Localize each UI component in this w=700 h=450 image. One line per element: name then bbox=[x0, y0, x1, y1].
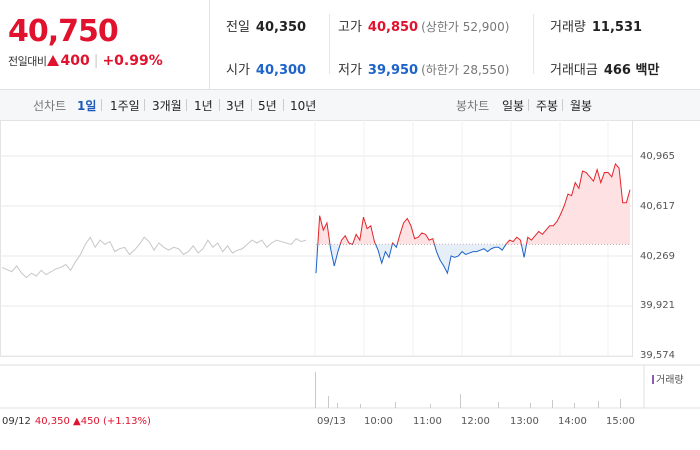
period-3y-tab[interactable]: 3년 bbox=[226, 99, 245, 113]
monthly-candle-tab[interactable]: 월봉 bbox=[570, 99, 593, 113]
y-tick-0: 40,965 bbox=[640, 151, 675, 162]
period-1w-tab[interactable]: 1주일 bbox=[110, 99, 140, 113]
volume-bar bbox=[498, 402, 499, 408]
stats-panel: 전일 40,350 고가 40,850 (상한가 52,900) 거래량 11,531 … bbox=[210, 0, 700, 89]
stat-high: 고가 40,850 (상한가 52,900) bbox=[338, 20, 510, 35]
volume-bar bbox=[530, 403, 531, 408]
period-5y-tab[interactable]: 5년 bbox=[258, 99, 277, 113]
period-1d-tab[interactable]: 1일 bbox=[77, 99, 97, 113]
change-label: 전일대비 bbox=[8, 55, 47, 68]
daily-candle-tab[interactable]: 일봉 bbox=[502, 99, 525, 113]
up-triangle-icon bbox=[47, 55, 60, 66]
down-area bbox=[316, 244, 630, 274]
period-3m-tab[interactable]: 3개월 bbox=[152, 99, 182, 113]
change-amount: 400 bbox=[60, 53, 90, 69]
period-10y-tab[interactable]: 10년 bbox=[290, 99, 317, 113]
volume-color-swatch-icon bbox=[652, 375, 654, 384]
stat-prev-close: 전일 40,350 bbox=[226, 20, 307, 35]
up-area bbox=[317, 163, 630, 245]
x-tick-1000: 10:00 bbox=[364, 416, 393, 427]
stat-volume: 거래량 11,531 bbox=[550, 20, 643, 35]
line-chart-label: 선차트 bbox=[33, 99, 67, 113]
x-tick-1200: 12:00 bbox=[461, 416, 490, 427]
volume-bar bbox=[328, 396, 329, 408]
x-tick-1100: 11:00 bbox=[413, 416, 442, 427]
x-tick-1500: 15:00 bbox=[606, 416, 635, 427]
y-tick-2: 40,269 bbox=[640, 251, 675, 262]
y-tick-1: 40,617 bbox=[640, 201, 675, 212]
stat-turnover: 거래대금 466 백만 bbox=[550, 63, 660, 78]
chart-toolbar: 선차트 1일 1주일 3개월 1년 3년 5년 10년 봉차트 일봉 주봉 월봉 bbox=[0, 89, 700, 121]
y-tick-3: 39,921 bbox=[640, 300, 675, 311]
volume-bar bbox=[552, 400, 553, 408]
current-price: 40,750 bbox=[8, 14, 119, 49]
volume-bar bbox=[395, 402, 396, 408]
period-1y-tab[interactable]: 1년 bbox=[194, 99, 213, 113]
volume-bar bbox=[460, 394, 461, 408]
volume-bar bbox=[315, 372, 316, 408]
prev-day-summary: 09/12 40,350 ▲450 (+1.13%) bbox=[2, 416, 151, 427]
y-tick-4: 39,574 bbox=[640, 350, 675, 361]
stat-low: 저가 39,950 (하한가 28,550) bbox=[338, 63, 510, 78]
x-tick-1300: 13:00 bbox=[510, 416, 539, 427]
today-up-line bbox=[317, 162, 631, 245]
volume-bar bbox=[430, 404, 431, 408]
today-down-line bbox=[315, 244, 527, 275]
weekly-candle-tab[interactable]: 주봉 bbox=[536, 99, 559, 113]
volume-bar bbox=[337, 403, 338, 408]
change-rate: +0.99% bbox=[102, 53, 163, 69]
volume-legend: 거래량 bbox=[652, 371, 684, 386]
x-tick-1400: 14:00 bbox=[558, 416, 587, 427]
candle-chart-label: 봉차트 bbox=[456, 99, 490, 113]
volume-bar bbox=[360, 404, 361, 408]
stat-open: 시가 40,300 bbox=[226, 63, 307, 78]
quote-panel: 40,750 전일대비 400 | +0.99% bbox=[0, 0, 210, 89]
price-chart bbox=[0, 120, 700, 409]
volume-bar bbox=[620, 399, 621, 408]
prev-day-line bbox=[1, 236, 307, 279]
x-tick-0913: 09/13 bbox=[317, 416, 346, 427]
change-row: 전일대비 400 | +0.99% bbox=[8, 53, 163, 69]
volume-bar bbox=[598, 401, 599, 408]
volume-bar bbox=[574, 403, 575, 408]
